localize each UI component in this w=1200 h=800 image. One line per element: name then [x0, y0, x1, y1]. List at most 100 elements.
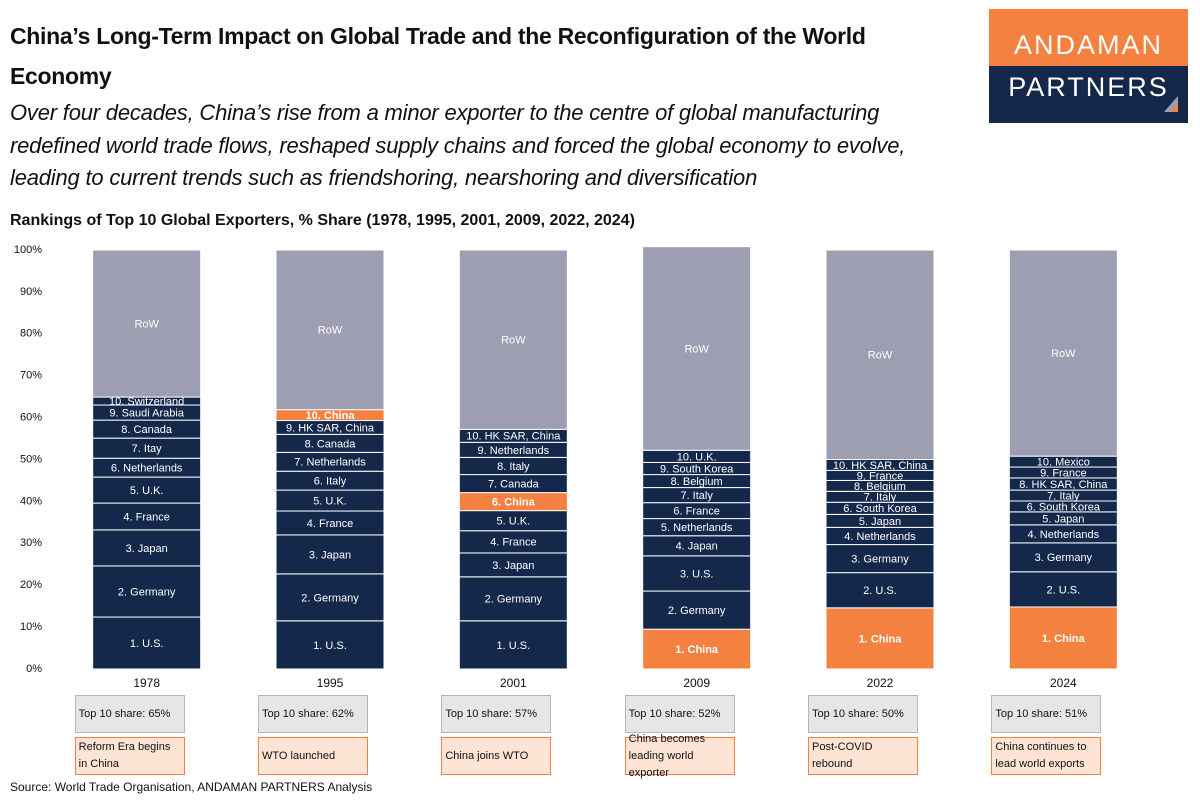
title: China’s Long-Term Impact on Global Trade… [10, 23, 866, 89]
bar-segment [92, 476, 202, 504]
x-tick-label: 2024 [1050, 676, 1077, 690]
x-tick-label: 1995 [317, 676, 344, 690]
segment-label: 8. Canada [121, 424, 173, 436]
chart-title: Rankings of Top 10 Global Exporters, % S… [10, 212, 635, 229]
segment-label: 4. France [123, 511, 169, 523]
bar-segment [275, 249, 385, 411]
logo-bottom: PARTNERS [989, 66, 1188, 123]
segment-label: 6. France [673, 506, 719, 518]
segment-label: 9. Netherlands [478, 445, 550, 457]
event-box: Post-COVID rebound [808, 737, 918, 775]
bar-segment [825, 544, 935, 574]
segment-label: 10. China [306, 410, 356, 422]
segment-label: 7. Netherlands [294, 457, 366, 469]
bar-segment [825, 249, 935, 460]
segment-label: RoW [684, 343, 709, 355]
x-tick-label: 2009 [683, 676, 710, 690]
segment-label: 8. HK SAR, China [1019, 479, 1108, 491]
top10-share-box: Top 10 share: 57% [441, 695, 552, 733]
segment-label: 1. U.S. [130, 638, 164, 650]
y-tick-label: 100% [14, 244, 42, 256]
y-tick-label: 80% [20, 328, 42, 340]
segment-label: 2. U.S. [863, 585, 897, 597]
segment-label: 4. France [307, 518, 353, 530]
segment-label: 2. Germany [301, 592, 359, 604]
segment-label: 9. HK SAR, China [286, 422, 375, 434]
logo-text: PARTNERS [1008, 72, 1169, 102]
segment-label: 8. Belgium [671, 476, 723, 488]
y-tick-label: 60% [20, 412, 42, 424]
segment-label: 8. Italy [497, 461, 530, 473]
segment-label: 5. U.K. [130, 485, 164, 497]
segment-label: 5. Japan [859, 516, 901, 528]
segment-label: 6. South Korea [1027, 501, 1101, 513]
bar-segment [1008, 249, 1118, 457]
segment-label: 6. China [492, 497, 536, 509]
segment-label: 4. Japan [676, 541, 718, 553]
bar-segment [92, 529, 202, 567]
segment-label: 3. Japan [492, 560, 534, 572]
logo-mark [1164, 96, 1178, 112]
segment-label: 6. Netherlands [111, 463, 183, 475]
event-box: WTO launched [258, 737, 368, 775]
segment-label: 3. Germany [1035, 552, 1093, 564]
segment-label: 8. Belgium [854, 481, 906, 493]
segment-label: 7. Canada [488, 478, 540, 490]
segment-label: 4. France [490, 537, 536, 549]
bar-segment [458, 249, 568, 430]
bar-segment [275, 620, 385, 670]
bar-segment [275, 534, 385, 575]
bar-segment [642, 555, 752, 592]
segment-label: RoW [1051, 348, 1076, 360]
y-tick-label: 70% [20, 370, 42, 382]
logo-top: ANDAMAN [989, 9, 1188, 66]
event-box: China becomes leading world exporter [624, 733, 735, 779]
segment-label: RoW [868, 350, 893, 362]
x-tick-label: 1978 [133, 676, 160, 690]
bar-segment [458, 576, 568, 622]
segment-label: 9. Saudi Arabia [109, 407, 184, 419]
segment-label: 8. Canada [305, 438, 357, 450]
segment-label: 10. Switzerland [109, 396, 184, 408]
top10-share-box: Top 10 share: 65% [74, 695, 185, 733]
segment-label: 2. Germany [668, 605, 726, 617]
bar-segment [92, 249, 202, 398]
segment-label: 10. HK SAR, China [466, 431, 561, 443]
bar-segment [825, 607, 935, 670]
segment-label: 1. U.S. [313, 640, 347, 652]
segment-label: 3. Japan [309, 549, 351, 561]
segment-label: 2. Germany [485, 594, 543, 606]
segment-label: 5. U.K. [313, 495, 347, 507]
segment-label: 6. South Korea [843, 503, 917, 515]
bar-segment [275, 573, 385, 622]
source: Source: World Trade Organisation, ANDAMA… [10, 780, 372, 794]
segment-label: RoW [501, 335, 526, 347]
segment-label: 3. Germany [851, 553, 909, 565]
segment-label: 1. U.S. [497, 640, 531, 652]
x-tick-label: 2001 [500, 676, 527, 690]
event-box: China continues to lead world exports [991, 737, 1102, 775]
segment-label: 6. Italy [314, 476, 347, 488]
segment-label: 10. Mexico [1037, 457, 1090, 469]
segment-label: 1. China [1042, 633, 1086, 645]
y-tick-label: 20% [20, 579, 42, 591]
segment-label: 3. Japan [126, 543, 168, 555]
segment-label: 10. U.K. [677, 451, 717, 463]
bar-segment [642, 246, 752, 451]
segment-label: 7. Italy [680, 490, 713, 502]
bar-segment [1008, 606, 1118, 670]
top10-share-box: Top 10 share: 51% [991, 695, 1102, 733]
segment-label: 9. France [1040, 467, 1086, 479]
y-tick-label: 50% [20, 453, 42, 465]
bar-segment [92, 502, 202, 531]
segment-label: 4. Netherlands [844, 531, 916, 543]
segment-label: 9. France [857, 470, 903, 482]
y-tick-label: 90% [20, 286, 42, 298]
segment-label: 7. Italy [864, 492, 897, 504]
segment-label: 5. Japan [1042, 513, 1084, 525]
y-tick-label: 40% [20, 495, 42, 507]
event-box: Reform Era begins in China [74, 737, 185, 775]
event-box: China joins WTO [441, 737, 552, 775]
y-tick-label: 10% [20, 621, 42, 633]
